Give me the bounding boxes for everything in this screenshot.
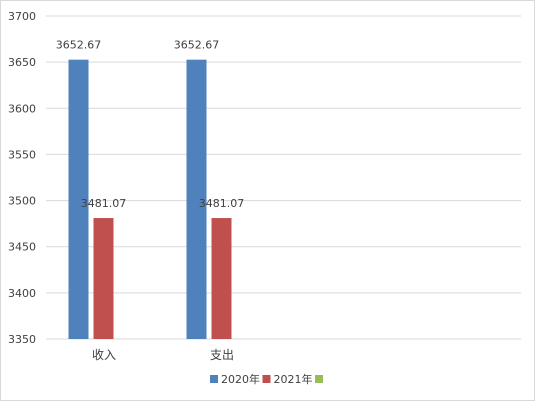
gridlines [46,15,521,340]
x-tick-label: 支出 [210,348,234,362]
data-label: 3652.67 [56,39,102,52]
bar [211,218,232,339]
y-tick-label: 3600 [8,102,36,115]
legend-swatch [210,375,218,383]
legend-label: 2020年 [221,372,260,386]
bar [68,59,89,339]
legend: 2020年 2021年 [210,372,323,386]
y-tick-label: 3350 [8,333,36,346]
data-label: 3652.67 [174,39,220,52]
bar [93,218,114,339]
legend-swatch [262,375,271,383]
x-tick-label: 收入 [92,348,116,362]
x-axis-ticks: 收入 支出 [92,348,234,362]
y-tick-label: 3650 [8,56,36,69]
data-label: 3481.07 [81,197,127,210]
legend-label: 2021年 [274,372,313,386]
legend-swatch [315,375,323,383]
y-tick-label: 3500 [8,195,36,208]
bar [186,59,207,339]
data-label: 3481.07 [199,197,245,210]
y-tick-label: 3700 [8,10,36,23]
y-tick-label: 3450 [8,241,36,254]
y-axis-ticks: 3350 3400 3450 3500 3550 3600 3650 3700 [8,10,36,346]
y-tick-label: 3400 [8,287,36,300]
data-labels: 3652.67 3481.07 3652.67 3481.07 [56,39,245,210]
y-tick-label: 3550 [8,148,36,161]
bars [68,59,232,339]
